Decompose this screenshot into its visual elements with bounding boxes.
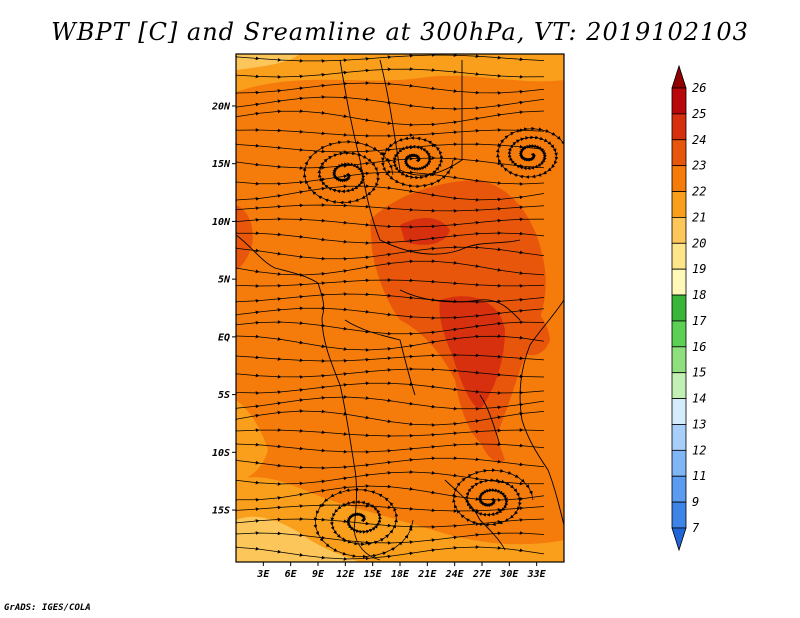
colorbar-swatch <box>671 346 687 374</box>
colorbar-bottom-arrow <box>671 527 687 552</box>
colorbar-label: 23 <box>692 159 706 173</box>
vortex-west-sahel <box>302 139 394 205</box>
lon-label: 27E <box>472 569 492 580</box>
colorbar-label: 25 <box>692 107 706 121</box>
grads-credit: GrADS: IGES/COLA <box>4 603 91 613</box>
chart-title: WBPT [C] and Sreamline at 300hPa, VT: 20… <box>51 18 749 46</box>
streamline-27 <box>236 456 545 470</box>
lat-label: EQ <box>218 332 230 343</box>
streamline-25 <box>236 428 545 438</box>
streamline-21 <box>236 367 545 379</box>
lon-label: 6E <box>285 569 298 580</box>
colorbar: 7 9 11 12 13 14 15 16 17 18 19 20 21 22 23 24 25 26 <box>671 64 707 552</box>
colorbar-label: 11 <box>692 469 706 483</box>
colorbar-swatch <box>671 268 687 296</box>
lon-label: 3E <box>256 569 270 580</box>
colorbar-swatch <box>671 475 687 503</box>
streamline-5 <box>236 128 545 138</box>
streamline-15 <box>236 278 545 288</box>
colorbar-swatch <box>671 113 687 141</box>
colorbar-label: 24 <box>692 133 706 147</box>
lon-label: 18E <box>391 569 410 580</box>
streamline-3 <box>236 95 545 111</box>
colorbar-swatch <box>671 320 687 348</box>
colorbar-label: 7 <box>692 521 700 535</box>
streamlines <box>236 54 564 561</box>
colorbar-label: 22 <box>692 185 706 199</box>
vortex-chad <box>380 136 454 189</box>
latitude-axis: 20N 15N 10N 5N EQ 5S 10S 15S <box>211 101 236 517</box>
vortex-south-central <box>451 468 534 527</box>
longitude-axis: 3E 6E 9E 12E 15E 18E 21E 24E 27E 30E 33E <box>256 562 547 580</box>
colorbar-label: 13 <box>692 417 706 431</box>
colorbar-swatch <box>671 294 687 322</box>
streamline-4 <box>236 109 545 127</box>
colorbar-label: 14 <box>692 392 706 406</box>
lat-label: 15S <box>212 506 230 517</box>
colorbar-label: 18 <box>692 288 706 302</box>
lon-label: 9E <box>312 569 325 580</box>
streamline-20 <box>236 353 545 363</box>
streamline-14 <box>236 259 545 277</box>
streamline-24 <box>236 409 545 427</box>
streamline-23 <box>236 395 545 411</box>
colorbar-label: 17 <box>692 314 707 328</box>
lat-label: 10S <box>212 448 230 459</box>
lat-label: 15N <box>212 159 231 170</box>
colorbar-label: 26 <box>692 81 706 95</box>
lon-label: 30E <box>499 569 519 580</box>
lon-label: 24E <box>445 569 465 580</box>
streamline-17 <box>236 306 545 320</box>
lat-label: 5S <box>218 390 230 401</box>
colorbar-label: 19 <box>692 262 706 276</box>
colorbar-label: 12 <box>692 443 706 457</box>
colorbar-swatch <box>671 242 687 270</box>
colorbar-swatch <box>671 372 687 399</box>
streamline-26 <box>236 442 545 454</box>
colorbar-swatch <box>671 217 687 244</box>
lon-label: 12E <box>336 569 355 580</box>
streamline-18 <box>236 320 545 336</box>
lon-label: 21E <box>417 569 437 580</box>
streamline-13 <box>236 245 545 261</box>
colorbar-swatch <box>671 191 687 218</box>
streamline-10 <box>236 203 545 213</box>
colorbar-swatch <box>671 139 687 167</box>
east-warm <box>515 300 550 356</box>
vortex-southwest <box>313 487 414 559</box>
colorbar-label: 21 <box>692 210 706 224</box>
colorbar-swatch <box>671 398 687 425</box>
streamline-19 <box>236 334 545 352</box>
streamline-11 <box>236 217 545 229</box>
streamline-2 <box>236 81 545 95</box>
streamline-1 <box>236 67 545 79</box>
streamline-0 <box>236 54 545 63</box>
lat-label: 10N <box>212 217 231 228</box>
colorbar-top-arrow <box>671 64 687 89</box>
colorbar-label: 16 <box>692 340 706 354</box>
colorbar-swatch <box>671 87 687 115</box>
streamline-22 <box>236 381 545 395</box>
colorbar-swatch <box>671 165 687 192</box>
colorbar-label: 20 <box>692 236 706 250</box>
lon-label: 15E <box>364 569 383 580</box>
colorbar-swatch <box>671 424 687 451</box>
vortex-sudan <box>495 126 564 179</box>
colorbar-swatch <box>671 449 687 477</box>
streamline-12 <box>236 231 545 245</box>
lat-label: 5N <box>218 275 231 286</box>
streamline-16 <box>236 292 545 304</box>
colorbar-label: 9 <box>692 495 699 509</box>
colorbar-swatch <box>671 501 687 529</box>
lon-label: 33E <box>527 569 547 580</box>
lat-label: 20N <box>211 101 231 112</box>
colorbar-label: 15 <box>692 366 706 380</box>
